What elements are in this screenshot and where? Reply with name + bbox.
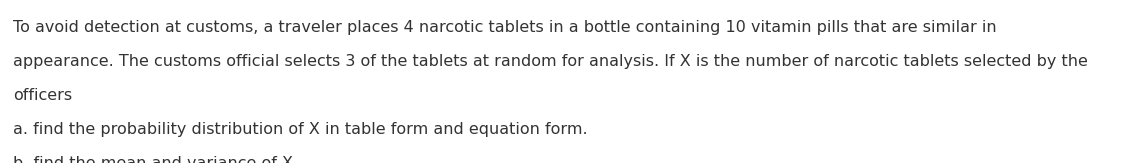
Text: b. find the mean and variance of X: b. find the mean and variance of X xyxy=(13,156,294,163)
Text: a. find the probability distribution of X in table form and equation form.: a. find the probability distribution of … xyxy=(13,122,588,137)
Text: appearance. The customs official selects 3 of the tablets at random for analysis: appearance. The customs official selects… xyxy=(13,54,1088,69)
Text: officers: officers xyxy=(13,88,73,103)
Text: To avoid detection at customs, a traveler places 4 narcotic tablets in a bottle : To avoid detection at customs, a travele… xyxy=(13,20,997,35)
